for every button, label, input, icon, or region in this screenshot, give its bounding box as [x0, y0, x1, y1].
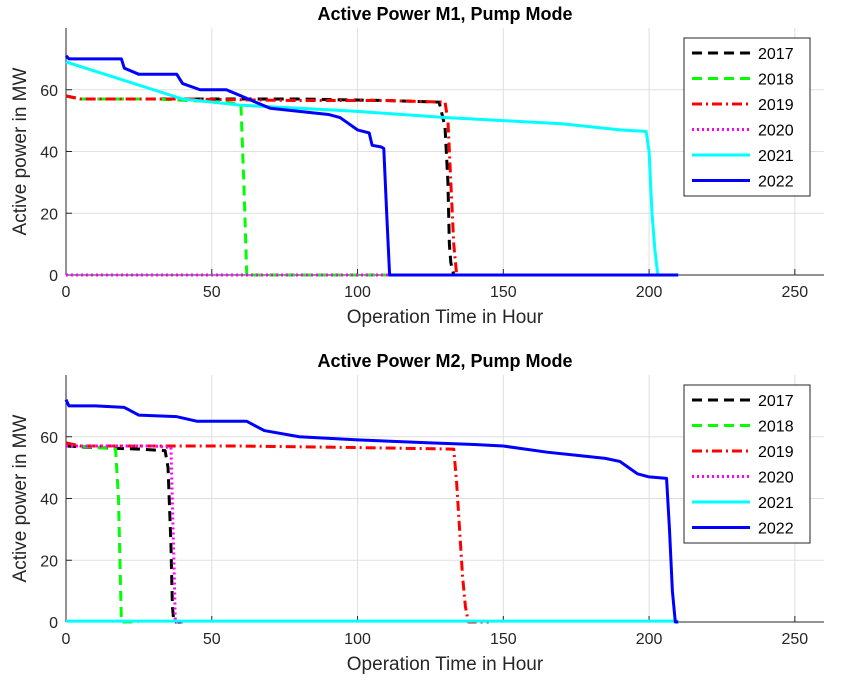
x-tick-label: 200	[636, 631, 663, 648]
legend-label-2018: 2018	[758, 72, 794, 89]
series-line-2020	[66, 444, 183, 624]
y-tick-label: 60	[40, 430, 58, 447]
chart-panel-1: 0 50 100 150 200 250 0 20 40 60 Active Power M1, P…	[10, 4, 824, 328]
series-line-2022	[64, 399, 679, 624]
legend-label-2021: 2021	[758, 495, 794, 512]
y-tick-label: 40	[40, 145, 58, 162]
x-tick-label: 150	[490, 631, 517, 648]
series-line-2022	[64, 54, 679, 277]
y-tick-label: 40	[40, 492, 58, 509]
x-tick-label: 200	[636, 284, 663, 301]
y-tick-label: 20	[40, 553, 58, 570]
x-tick-label: 0	[62, 284, 71, 301]
legend-box	[683, 37, 811, 197]
x-tick-label: 250	[781, 631, 808, 648]
y-axis-label: Active power in MW	[10, 67, 31, 235]
x-axis-label: Operation Time in Hour	[347, 307, 544, 328]
legend-label-2021: 2021	[758, 148, 794, 165]
x-tick-label: 250	[781, 284, 808, 301]
chart-title: Active Power M1, Pump Mode	[317, 4, 572, 24]
chart-title: Active Power M2, Pump Mode	[317, 351, 572, 371]
legend-label-2019: 2019	[758, 97, 794, 114]
legend-label-2020: 2020	[758, 123, 794, 140]
series-line-2017	[65, 444, 183, 624]
y-axis-label: Active power in MW	[10, 414, 31, 582]
legend: 2017 2018 2019 2020 2021 2022	[683, 37, 811, 197]
legend-box	[683, 384, 811, 544]
x-tick-label: 50	[203, 284, 221, 301]
legend-label-2020: 2020	[758, 470, 794, 487]
y-tick-label: 0	[49, 615, 58, 632]
y-tick-label: 20	[40, 206, 58, 223]
legend-label-2022: 2022	[758, 521, 794, 538]
legend-label-2022: 2022	[758, 174, 794, 191]
chart-panel-2: 0 50 100 150 200 250 0 20 40 60 Active Power M2, P…	[10, 351, 824, 675]
y-tick-label: 60	[40, 83, 58, 100]
legend: 2017 2018 2019 2020 2021 2022	[683, 384, 811, 544]
x-tick-label: 100	[344, 284, 371, 301]
y-tick-label: 0	[49, 268, 58, 285]
series-line-2021	[65, 60, 679, 277]
x-tick-label: 50	[203, 631, 221, 648]
x-tick-label: 100	[344, 631, 371, 648]
series-line-2019	[65, 94, 475, 277]
legend-label-2019: 2019	[758, 444, 794, 461]
x-axis-label: Operation Time in Hour	[347, 654, 544, 675]
legend-label-2018: 2018	[758, 419, 794, 436]
x-tick-label: 0	[62, 631, 71, 648]
legend-label-2017: 2017	[758, 393, 794, 410]
legend-label-2017: 2017	[758, 46, 794, 63]
x-tick-label: 150	[490, 284, 517, 301]
